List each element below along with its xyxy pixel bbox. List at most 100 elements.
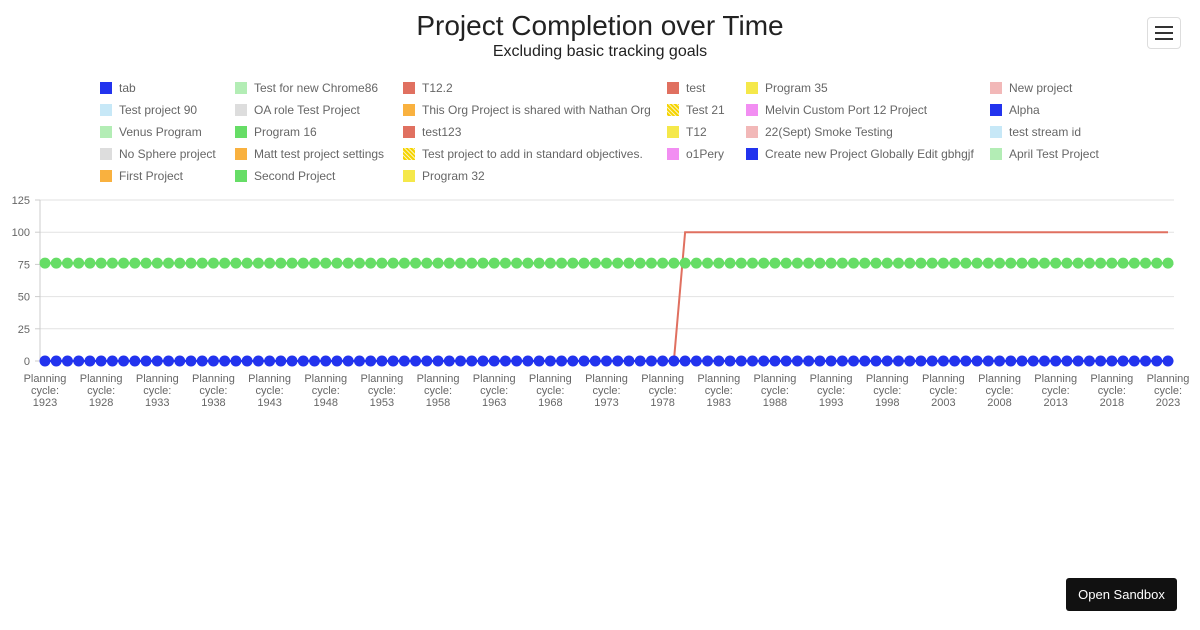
legend-item[interactable]: Test project 90 [100, 101, 197, 119]
open-sandbox-button[interactable]: Open Sandbox [1066, 578, 1177, 611]
legend-item[interactable]: First Project [100, 167, 183, 185]
y-tick-label: 125 [12, 195, 30, 207]
legend-item[interactable]: Matt test project settings [235, 145, 384, 163]
data-point [1140, 355, 1152, 367]
data-point [1050, 257, 1062, 269]
x-tick-label: Planning cycle: 2023 [1147, 373, 1190, 409]
x-tick-label: Planning cycle: 1953 [360, 373, 403, 409]
legend-swatch [990, 104, 1002, 116]
data-point [702, 257, 714, 269]
legend-label: Test project to add in standard objectiv… [422, 147, 643, 161]
legend-swatch [403, 170, 415, 182]
data-point [264, 355, 276, 367]
legend-item[interactable]: T12 [667, 123, 707, 141]
data-point [848, 257, 860, 269]
legend-item[interactable]: Program 32 [403, 167, 485, 185]
legend-item[interactable]: o1Pery [667, 145, 724, 163]
data-point [241, 257, 253, 269]
data-point [73, 355, 85, 367]
x-tick-label: Planning cycle: 1923 [24, 373, 67, 409]
legend-swatch [100, 82, 112, 94]
legend-label: test123 [422, 125, 462, 139]
legend-item[interactable]: Alpha [990, 101, 1040, 119]
data-point [275, 355, 287, 367]
chart-subtitle: Excluding basic tracking goals [492, 43, 708, 60]
legend-item[interactable]: Second Project [235, 167, 335, 185]
data-point [1050, 355, 1062, 367]
legend-label: April Test Project [1009, 147, 1099, 161]
data-point [937, 355, 949, 367]
legend-item[interactable]: New project [990, 79, 1072, 97]
data-point [960, 355, 972, 367]
data-point [982, 355, 994, 367]
data-point [994, 257, 1006, 269]
data-point [960, 257, 972, 269]
data-point [264, 257, 276, 269]
data-point [1072, 257, 1084, 269]
data-point [207, 257, 219, 269]
data-point [533, 355, 545, 367]
legend-item[interactable]: Test 21 [667, 101, 725, 119]
legend-label: First Project [119, 169, 184, 183]
legend-item[interactable]: OA role Test Project [235, 101, 360, 119]
data-point [623, 355, 635, 367]
data-point [1106, 355, 1118, 367]
legend-item[interactable]: Create new Project Globally Edit gbhgjf [746, 145, 974, 163]
legend-item[interactable]: test stream id [990, 123, 1081, 141]
data-point [320, 257, 332, 269]
data-point [297, 355, 309, 367]
legend-item[interactable]: 22(Sept) Smoke Testing [746, 123, 893, 141]
legend-item[interactable]: This Org Project is shared with Nathan O… [403, 101, 651, 119]
data-point [50, 257, 62, 269]
legend-label: Venus Program [119, 125, 202, 139]
data-point [1027, 355, 1039, 367]
x-tick-label: Planning cycle: 1958 [417, 373, 460, 409]
data-point [410, 257, 422, 269]
data-point [881, 257, 893, 269]
data-point [780, 355, 792, 367]
data-point [567, 355, 579, 367]
legend-item[interactable]: T12.2 [403, 79, 453, 97]
data-point [1038, 257, 1050, 269]
data-point [95, 257, 107, 269]
data-point [1128, 355, 1140, 367]
legend-item[interactable]: No Sphere project [100, 145, 216, 163]
x-tick-label: Planning cycle: 1948 [304, 373, 347, 409]
data-point [1016, 355, 1028, 367]
legend-item[interactable]: Venus Program [100, 123, 202, 141]
legend-item[interactable]: April Test Project [990, 145, 1099, 163]
data-point [859, 355, 871, 367]
legend-item[interactable]: test123 [403, 123, 461, 141]
data-point [421, 257, 433, 269]
data-point [286, 355, 298, 367]
x-tick-label: Planning cycle: 2008 [978, 373, 1021, 409]
data-point [61, 355, 73, 367]
data-point [84, 355, 96, 367]
data-point [724, 355, 736, 367]
legend-item[interactable]: Melvin Custom Port 12 Project [746, 101, 927, 119]
data-point [612, 355, 624, 367]
data-point [410, 355, 422, 367]
data-point [387, 257, 399, 269]
data-point [320, 355, 332, 367]
legend-item[interactable]: Test project to add in standard objectiv… [403, 145, 643, 163]
data-point [746, 257, 758, 269]
legend-item[interactable]: Program 16 [235, 123, 317, 141]
data-point [196, 257, 208, 269]
data-point [601, 355, 612, 367]
legend-item[interactable]: Program 35 [746, 79, 828, 97]
data-point [769, 355, 781, 367]
data-point [859, 257, 871, 269]
legend-swatch [235, 104, 247, 116]
data-point [1117, 355, 1129, 367]
data-point [578, 257, 590, 269]
legend-item[interactable]: tab [100, 79, 136, 97]
legend-item[interactable]: test [667, 79, 705, 97]
hamburger-menu-icon[interactable] [1147, 17, 1181, 49]
legend-item[interactable]: Test for new Chrome86 [235, 79, 378, 97]
data-point [230, 257, 242, 269]
data-point [1005, 257, 1017, 269]
data-point [848, 355, 860, 367]
data-point [309, 355, 321, 367]
data-point [904, 355, 916, 367]
